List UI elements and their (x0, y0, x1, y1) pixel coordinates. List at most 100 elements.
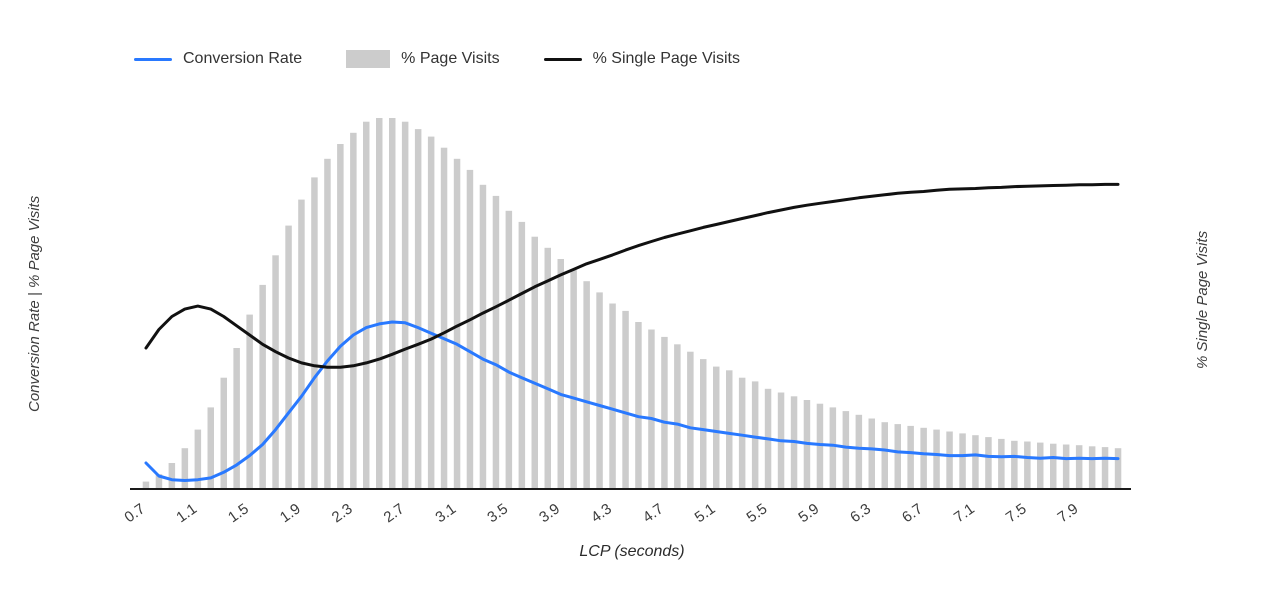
x-tick-label: 5.1 (692, 500, 719, 526)
page-visits-bar (570, 270, 577, 489)
x-tick-label: 6.3 (847, 500, 874, 526)
page-visits-bar (1088, 446, 1096, 489)
page-visits-bar (674, 344, 681, 489)
page-visits-bar (959, 433, 966, 489)
page-visits-bar (933, 429, 940, 489)
page-visits-bar (998, 438, 1005, 489)
page-visits-bar (337, 144, 344, 489)
page-visits-bar (881, 422, 888, 489)
page-visits-bar (622, 310, 629, 489)
single-page-visits-line (144, 182, 1120, 369)
page-visits-bar (479, 184, 487, 490)
x-tick-label: 1.1 (173, 500, 200, 526)
legend-item-page-visits: % Page Visits (346, 50, 500, 68)
legend-item-single-page-visits: % Single Page Visits (543, 50, 740, 68)
conversion-rate-line (144, 320, 1120, 482)
page-visits-bar (687, 351, 694, 489)
page-visits-bar (220, 377, 227, 489)
page-visits-bar (1037, 442, 1044, 489)
legend-item-conversion-rate: Conversion Rate (134, 50, 302, 68)
page-visits-bar (233, 348, 240, 489)
page-visits-bar (1075, 445, 1083, 489)
x-tick-label: 1.5 (225, 500, 252, 526)
page-visits-bar (1011, 440, 1018, 489)
x-tick-label: 3.1 (432, 500, 459, 526)
x-tick-label: 4.3 (588, 500, 615, 526)
page-visits-bar (700, 359, 707, 489)
x-tick-label: 5.5 (744, 500, 771, 526)
x-axis-title: LCP (seconds) (579, 543, 685, 560)
page-visits-bar (855, 414, 863, 489)
page-visits-bar (1024, 441, 1031, 489)
page-visits-bar (946, 431, 953, 489)
page-visits-bar (557, 259, 564, 489)
page-visits-bar (168, 463, 176, 489)
x-tick-label: 5.9 (795, 500, 822, 526)
page-visits-bar (738, 377, 746, 489)
page-visits-bar (298, 199, 305, 489)
page-visits-bar (596, 292, 603, 489)
x-tick-label: 7.1 (951, 500, 978, 526)
page-visits-bar (518, 221, 526, 489)
x-tick-label: 6.7 (899, 500, 926, 526)
x-tick-label: 7.5 (1003, 500, 1030, 526)
single-page-visits-line-swatch-icon (543, 57, 582, 61)
x-tick-label: 0.7 (121, 500, 148, 526)
page-visits-bar (194, 429, 202, 489)
x-tick-label: 2.3 (329, 500, 356, 526)
page-visits-bar (1062, 444, 1070, 489)
page-visits-bar (401, 121, 409, 489)
page-visits-bar (376, 118, 383, 489)
page-visits-bar (648, 329, 655, 489)
page-visits-bar (1101, 447, 1109, 489)
legend-label-conversion-rate: Conversion Rate (183, 50, 303, 67)
page-visits-bar (207, 407, 214, 489)
page-visits-bar (531, 236, 538, 489)
page-visits-bar (661, 336, 668, 489)
x-tick-label: 7.9 (1055, 500, 1082, 526)
page-visits-bar (868, 418, 875, 489)
page-visits-bar-swatch-icon (346, 50, 391, 68)
page-visits-bar (259, 284, 266, 489)
page-visits-bar (829, 407, 837, 489)
page-visits-bar (440, 147, 448, 489)
page-visits-bar (246, 314, 253, 489)
page-visits-bar (427, 136, 435, 489)
page-visits-bar (816, 403, 824, 489)
page-visits-bar (142, 481, 150, 489)
legend: Conversion Rate % Page Visits % Single P… (134, 50, 740, 68)
page-visits-bar (609, 303, 616, 489)
conversion-rate-line-swatch-icon (134, 57, 172, 61)
page-visits-bar (1050, 443, 1057, 489)
page-visits-bar (726, 370, 733, 489)
page-visits-bar (272, 255, 279, 489)
page-visits-bar (907, 425, 914, 489)
page-visits-bar (713, 366, 720, 489)
page-visits-bar (453, 158, 461, 490)
page-visits-bar (544, 247, 551, 489)
page-visits-bar (1114, 448, 1122, 489)
page-visits-bar (389, 118, 396, 489)
page-visits-bar (920, 427, 927, 489)
page-visits-bar (894, 424, 901, 489)
page-visits-bar (751, 381, 759, 489)
page-visits-bar (505, 210, 513, 490)
page-visits-bar (635, 322, 642, 489)
page-visits-bar (181, 448, 189, 489)
page-visits-bar (350, 132, 357, 490)
legend-label-page-visits: % Page Visits (401, 50, 500, 67)
x-tick-label: 3.9 (536, 500, 563, 526)
legend-label-single-page-visits: % Single Page Visits (592, 50, 740, 67)
page-visits-bar (985, 437, 992, 489)
page-visits-bar (363, 121, 370, 489)
page-visits-bar (466, 169, 474, 489)
page-visits-bar (324, 158, 331, 490)
page-visits-bars (142, 118, 1122, 490)
page-visits-bar (414, 129, 422, 489)
page-visits-bar (492, 195, 500, 489)
page-visits-bar (583, 281, 590, 489)
x-tick-label: 4.7 (640, 500, 667, 526)
x-tick-label: 2.7 (381, 500, 408, 526)
